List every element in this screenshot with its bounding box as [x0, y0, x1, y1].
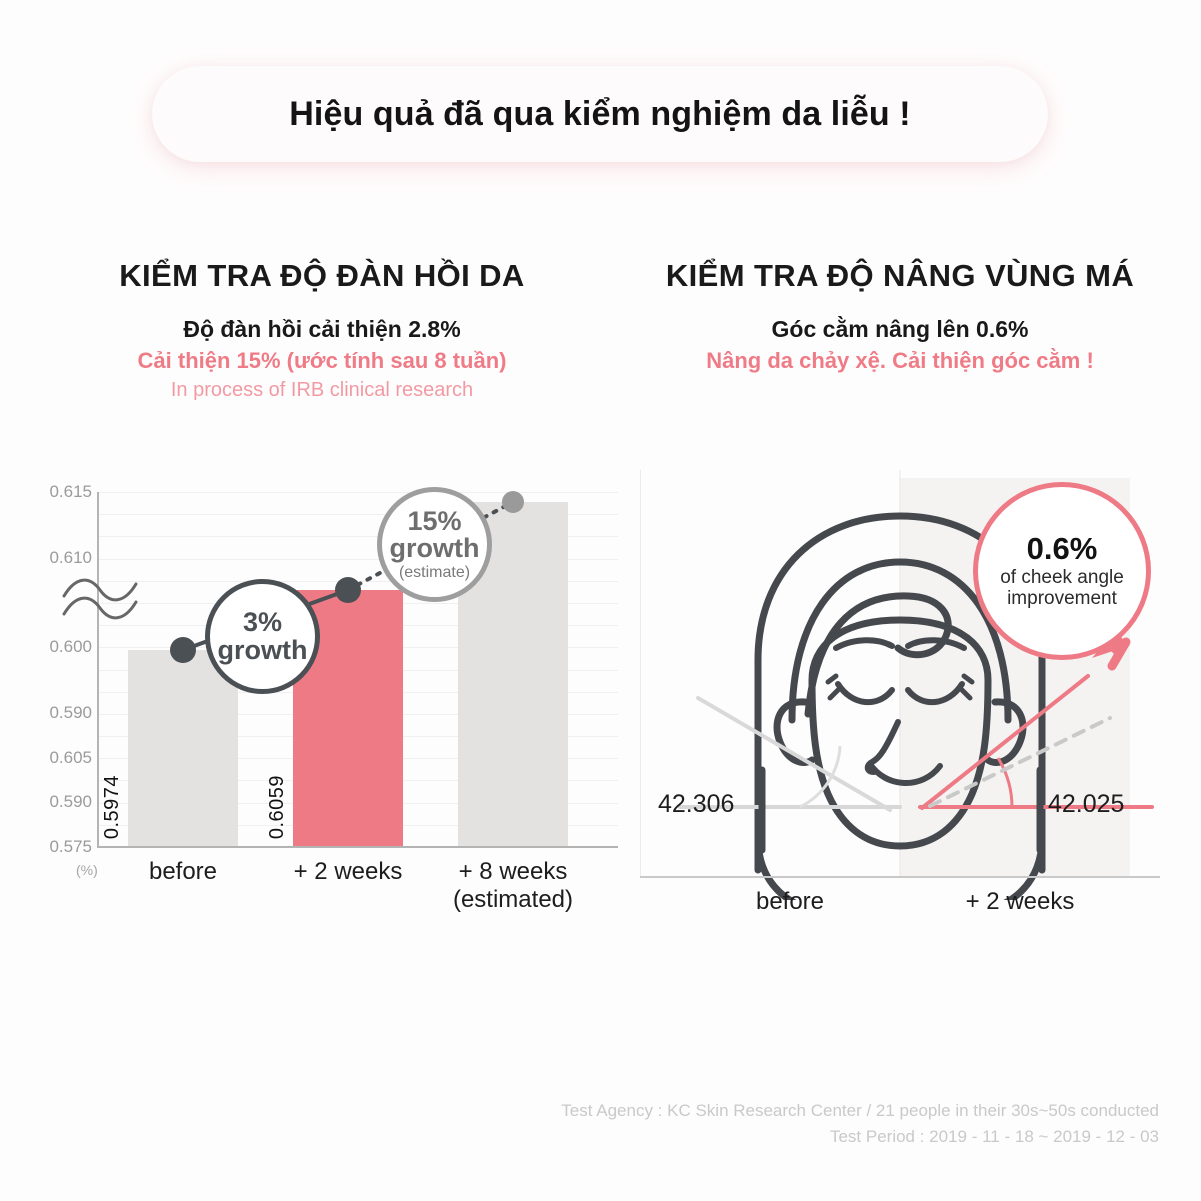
x-axis-line	[97, 846, 618, 848]
gridline	[98, 558, 618, 560]
left-panel-subtitle-2: Cải thiện 15% (ước tính sau 8 tuần)	[137, 348, 507, 373]
page-title: Hiệu quả đã qua kiểm nghiệm da liễu !	[289, 94, 911, 133]
y-tick-label: 0.600	[49, 637, 92, 656]
plot-area: 0.5974 0.6059	[98, 491, 618, 848]
cheek-bubble-line1: of cheek angle	[1000, 567, 1124, 589]
y-tick-label: 0.615	[49, 482, 92, 501]
x-category-label-line1: before	[148, 858, 218, 885]
right-panel-heading: KIỂM TRA ĐỘ NÂNG VÙNG MÁ	[665, 258, 1135, 293]
right-panel-heading-group: KIỂM TRA ĐỘ NÂNG VÙNG MÁ Góc cằm nâng lê…	[600, 258, 1200, 374]
bubble-3pct-label: growth	[217, 634, 308, 665]
y-tick-label: 0.575	[49, 837, 92, 856]
cheek-angle-bubble: 0.6% of cheek angle improvement	[973, 482, 1151, 660]
y-tick-label: 0.590	[49, 703, 92, 722]
cheek-bubble-value: 0.6%	[1026, 531, 1098, 567]
right-xlabel-before: before	[755, 888, 825, 915]
y-axis-line	[97, 492, 99, 847]
elasticity-bar-chart: 0.615 0.610 0.600 0.590 0.605 0.590 0.575 0.59…	[0, 470, 625, 970]
y-axis-unit-label: (%)	[76, 862, 98, 878]
right-xlabel-after: + 2 weeks	[965, 888, 1075, 915]
y-tick-label: 0.610	[49, 548, 92, 567]
left-panel-subtitle-1: Độ đàn hồi cải thiện 2.8%	[183, 316, 461, 342]
x-category-label-2: + 8 weeks (estimated)	[428, 858, 598, 915]
left-panel-heading: KIỂM TRA ĐỘ ĐÀN HỒI DA	[119, 258, 525, 293]
cheek-bubble-line2: improvement	[1007, 588, 1117, 610]
panel-divider	[640, 470, 641, 878]
footer-line-1: Test Agency : KC Skin Research Center / …	[561, 1101, 1159, 1120]
trend-overlay	[182, 500, 515, 652]
right-panel-baseline	[640, 876, 1160, 878]
trend-dot-2	[502, 491, 524, 513]
axis-break-icon	[62, 578, 138, 620]
x-category-label-0: before	[98, 858, 268, 886]
x-category-label-line1: + 8 weeks	[458, 858, 568, 885]
bar-0	[128, 650, 238, 847]
x-category-label-1: + 2 weeks	[263, 858, 433, 886]
bubble-15pct-value: 15%	[407, 505, 462, 536]
angle-value-before: 42.306	[658, 790, 735, 818]
y-tick-label: 0.605	[49, 748, 92, 767]
x-axis-category-labels: before + 2 weeks + 8 weeks (estimated)	[98, 858, 618, 948]
x-category-label-line2: (estimated)	[452, 886, 574, 914]
annotation-bubble-15pct: 15% growth (estimate)	[377, 487, 492, 602]
trend-dot-1	[335, 577, 361, 603]
face-illustration	[678, 470, 1154, 900]
footer-note: Test Agency : KC Skin Research Center / …	[561, 1098, 1159, 1149]
trend-dot-0	[170, 637, 196, 663]
page-title-banner: Hiệu quả đã qua kiểm nghiệm da liễu !	[152, 66, 1048, 162]
bubble-3pct-value: 3%	[242, 606, 283, 637]
x-category-label-line1: + 2 weeks	[293, 858, 403, 885]
gridline	[98, 514, 618, 516]
gridline	[98, 536, 618, 538]
gridline	[98, 492, 618, 493]
left-panel-heading-group: KIỂM TRA ĐỘ ĐÀN HỒI DA Độ đàn hồi cải th…	[22, 258, 622, 402]
angle-value-after: 42.025	[1048, 790, 1125, 818]
bubble-15pct-note: (estimate)	[398, 563, 471, 581]
footer-line-2: Test Period : 2019 - 11 - 18 ~ 2019 - 12…	[829, 1126, 1159, 1146]
annotation-bubble-3pct: 3% growth	[205, 579, 320, 694]
y-tick-label: 0.590	[49, 792, 92, 811]
bubble-15pct-label: growth	[389, 533, 480, 564]
right-panel-subtitle-2: Nâng da chảy xệ. Cải thiện góc cằm !	[706, 348, 1094, 373]
right-panel-subtitle-1: Góc cằm nâng lên 0.6%	[771, 316, 1029, 342]
cheek-angle-diagram: 0.6% of cheek angle improvement 42.306 4…	[640, 470, 1200, 970]
left-panel-subtitle-3: In process of IRB clinical research	[170, 379, 474, 401]
